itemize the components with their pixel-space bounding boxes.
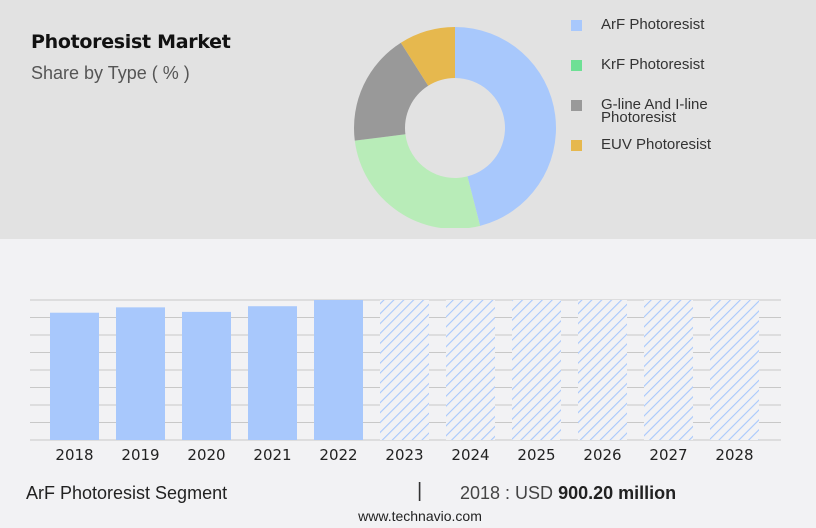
donut-slice-euv: [400, 27, 455, 86]
x-label-2024: 2024: [451, 446, 490, 464]
donut-slice-gline: [354, 42, 429, 141]
x-label-2025: 2025: [517, 446, 556, 464]
donut-chart: [354, 27, 556, 228]
bar-forecast-2028: [710, 300, 759, 440]
bar-2020: [182, 311, 231, 440]
x-label-2027: 2027: [649, 446, 688, 464]
donut-slice-arf: [455, 27, 556, 226]
page-subtitle: Share by Type ( % ): [31, 63, 190, 83]
bar-forecast-2026: [578, 300, 627, 440]
legend-label-gline-1: G-line And I-line: [601, 96, 708, 113]
legend-label-arf: ArF Photoresist: [601, 16, 705, 33]
x-label-2022: 2022: [319, 446, 358, 464]
bar-2018: [50, 312, 99, 440]
segment-year: 2018 : USD: [460, 483, 559, 503]
x-label-2018: 2018: [55, 446, 94, 464]
legend-swatch-gline: [571, 100, 582, 111]
bar-2021: [248, 306, 297, 440]
x-label-2026: 2026: [583, 446, 622, 464]
footer-separator: |: [417, 480, 423, 502]
legend-swatch-krf: [571, 60, 582, 71]
segment-value: 2018 : USD 900.20 million: [460, 483, 676, 504]
bar-forecast-2027: [644, 300, 693, 440]
source-url: www.technavio.com: [358, 508, 482, 524]
x-label-2020: 2020: [187, 446, 226, 464]
bar-forecast-2023: [380, 300, 429, 440]
page-title: Photoresist Market: [31, 31, 231, 53]
segment-label: ArF Photoresist Segment: [26, 483, 228, 503]
bar-forecast-2024: [446, 300, 495, 440]
x-label-2019: 2019: [121, 446, 160, 464]
x-label-2023: 2023: [385, 446, 424, 464]
donut-slice-krf: [354, 134, 481, 228]
segment-amount: 900.20 million: [558, 483, 677, 503]
legend-label-krf: KrF Photoresist: [601, 56, 705, 73]
legend-swatch-euv: [571, 140, 582, 151]
legend-label-euv: EUV Photoresist: [601, 136, 712, 153]
x-label-2028: 2028: [715, 446, 754, 464]
x-label-2021: 2021: [253, 446, 292, 464]
legend-label-gline-2: Photoresist: [601, 109, 677, 126]
bar-forecast-2025: [512, 300, 561, 440]
bar-2022: [314, 300, 363, 440]
legend-swatch-arf: [571, 20, 582, 31]
bar-2019: [116, 307, 165, 440]
